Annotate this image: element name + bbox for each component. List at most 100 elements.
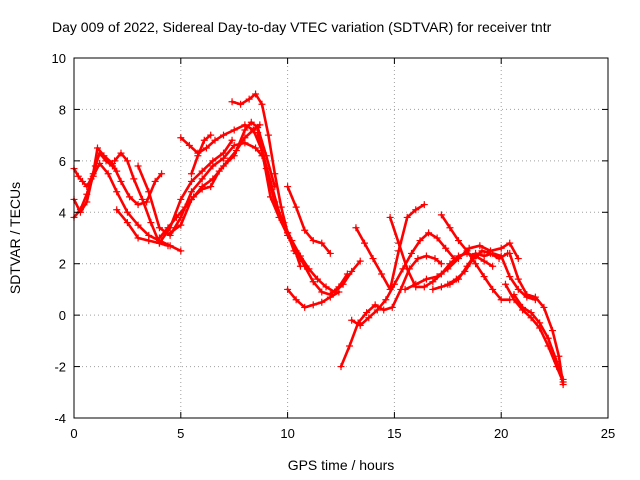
data-point-marker [548, 327, 556, 335]
x-tick-label: 15 [387, 426, 401, 441]
data-point-marker [452, 275, 460, 283]
data-point-marker [177, 247, 185, 255]
data-point-marker [506, 273, 514, 281]
data-point-marker [284, 285, 292, 293]
data-point-marker [301, 226, 309, 234]
data-point-marker [104, 170, 112, 178]
data-point-marker [420, 201, 428, 209]
data-point-marker [252, 144, 260, 152]
data-point-marker [117, 149, 125, 157]
data-point-marker [247, 118, 255, 126]
data-point-marker [414, 255, 422, 263]
data-point-marker [173, 213, 181, 221]
series-15 [284, 285, 343, 311]
data-point-marker [76, 206, 84, 214]
data-point-marker [254, 129, 262, 137]
x-tick-label: 0 [70, 426, 77, 441]
data-point-marker [100, 152, 108, 160]
data-point-marker [211, 136, 219, 144]
data-point-marker [407, 249, 415, 257]
data-point-marker [519, 303, 527, 311]
data-point-marker [187, 170, 195, 178]
chart-title: Day 009 of 2022, Sidereal Day-to-day VTE… [52, 19, 552, 35]
data-point-marker [382, 296, 390, 304]
series-22 [437, 211, 514, 304]
data-point-marker [369, 255, 377, 263]
data-point-marker [444, 280, 452, 288]
data-point-marker [155, 234, 163, 242]
data-point-marker [487, 249, 495, 257]
grid-lines [74, 58, 608, 418]
data-point-marker [230, 141, 238, 149]
data-point-marker [130, 175, 138, 183]
data-point-marker [123, 219, 131, 227]
y-tick-label: 2 [59, 257, 66, 272]
data-point-marker [454, 255, 462, 263]
data-point-marker [348, 267, 356, 275]
data-point-marker [480, 273, 488, 281]
data-point-marker [185, 141, 193, 149]
data-point-marker [442, 244, 450, 252]
data-point-marker [388, 303, 396, 311]
data-point-marker [497, 296, 505, 304]
data-point-marker [365, 314, 373, 322]
series-6 [134, 139, 266, 239]
data-point-marker [220, 154, 228, 162]
data-point-marker [346, 342, 354, 350]
data-point-marker [489, 262, 497, 270]
data-point-marker [429, 285, 437, 293]
data-point-marker [497, 244, 505, 252]
data-point-marker [322, 283, 330, 291]
series-trace [115, 139, 234, 245]
data-point-marker [559, 375, 567, 383]
data-point-marker [352, 224, 360, 232]
data-point-marker [93, 144, 101, 152]
data-point-marker [138, 195, 146, 203]
data-point-marker [318, 239, 326, 247]
data-point-marker [96, 159, 104, 167]
data-point-marker [252, 90, 260, 98]
data-point-marker [433, 234, 441, 242]
data-point-marker [202, 144, 210, 152]
series-17 [348, 229, 458, 329]
y-tick-label: 6 [59, 154, 66, 169]
data-point-marker [230, 152, 238, 160]
data-point-marker [463, 247, 471, 255]
data-point-marker [209, 162, 217, 170]
data-point-marker [220, 162, 228, 170]
data-point-marker [275, 213, 283, 221]
data-point-marker [145, 188, 153, 196]
data-point-marker [318, 288, 326, 296]
data-point-marker [318, 298, 326, 306]
data-point-marker [245, 95, 253, 103]
data-point-marker [422, 275, 430, 283]
data-point-marker [412, 280, 420, 288]
data-point-marker [117, 177, 125, 185]
data-point-marker [271, 170, 279, 178]
data-point-marker [514, 255, 522, 263]
data-point-marker [111, 157, 119, 165]
y-axis-label: SDTVAR / TECUs [7, 182, 23, 294]
data-point-marker [284, 231, 292, 239]
series-trace [339, 254, 443, 368]
data-point-marker [134, 221, 142, 229]
data-point-marker [134, 201, 142, 209]
series-trace [113, 151, 170, 247]
series-5 [113, 136, 236, 247]
data-point-marker [126, 193, 134, 201]
data-point-marker [292, 296, 300, 304]
data-point-marker [301, 303, 309, 311]
data-point-marker [309, 278, 317, 286]
data-point-marker [237, 100, 245, 108]
data-point-marker [228, 136, 236, 144]
y-tick-label: 10 [52, 51, 66, 66]
data-point-marker [74, 172, 82, 180]
data-point-marker [113, 188, 121, 196]
axis-ticks: 0 5 10 15 20 25 -4 -2 0 2 4 6 8 10 [52, 51, 616, 441]
data-point-marker [437, 260, 445, 268]
data-point-marker [187, 195, 195, 203]
data-point-marker [472, 260, 480, 268]
data-point-marker [177, 221, 185, 229]
data-point-marker [495, 255, 503, 263]
data-point-marker [544, 334, 552, 342]
